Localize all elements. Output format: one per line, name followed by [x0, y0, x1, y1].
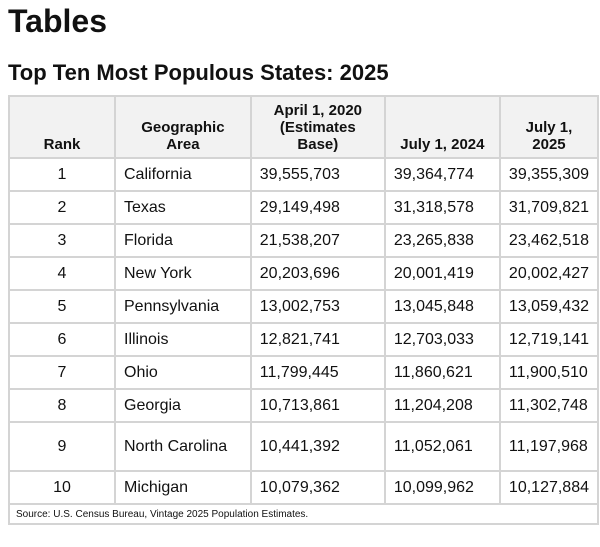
cell-rank: 2: [8, 190, 116, 225]
cell-geographic-area: North Carolina: [114, 421, 252, 472]
cell-april-2020: 13,002,753: [249, 289, 386, 324]
cell-july-2024: 11,052,061: [383, 421, 501, 472]
cell-july-2024: 11,860,621: [383, 355, 501, 390]
cell-rank: 10: [8, 470, 116, 505]
table-row: 6 Illinois 12,821,741 12,703,033 12,719,141: [8, 322, 600, 357]
cell-july-2025: 23,462,518: [498, 223, 600, 258]
table-row: 7 Ohio 11,799,445 11,860,621 11,900,510: [8, 355, 600, 390]
cell-july-2024: 20,001,419: [383, 256, 501, 291]
cell-rank: 5: [8, 289, 116, 324]
cell-july-2024: 31,318,578: [383, 190, 501, 225]
cell-geographic-area: Illinois: [114, 322, 252, 357]
header-july-2024: July 1, 2024: [383, 95, 501, 159]
cell-rank: 6: [8, 322, 116, 357]
cell-rank: 4: [8, 256, 116, 291]
cell-july-2025: 11,302,748: [498, 388, 600, 423]
cell-rank: 9: [8, 421, 116, 472]
cell-rank: 8: [8, 388, 116, 423]
cell-july-2025: 31,709,821: [498, 190, 600, 225]
cell-geographic-area: Michigan: [114, 470, 252, 505]
cell-april-2020: 10,713,861: [249, 388, 386, 423]
cell-april-2020: 10,079,362: [249, 470, 386, 505]
cell-july-2025: 20,002,427: [498, 256, 600, 291]
cell-april-2020: 11,799,445: [249, 355, 386, 390]
table-row: 3 Florida 21,538,207 23,265,838 23,462,518: [8, 223, 600, 258]
table-row: 10 Michigan 10,079,362 10,099,962 10,127,884: [8, 470, 600, 505]
cell-geographic-area: Georgia: [114, 388, 252, 423]
population-table: Rank Geographic Area April 1, 2020 (Esti…: [8, 95, 600, 525]
cell-rank: 7: [8, 355, 116, 390]
page-title: Tables: [8, 3, 107, 39]
cell-july-2024: 11,204,208: [383, 388, 501, 423]
cell-april-2020: 39,555,703: [249, 157, 386, 192]
cell-july-2024: 39,364,774: [383, 157, 501, 192]
table-row: 8 Georgia 10,713,861 11,204,208 11,302,748: [8, 388, 600, 423]
cell-april-2020: 12,821,741: [249, 322, 386, 357]
table-title: Top Ten Most Populous States: 2025: [8, 60, 389, 85]
cell-july-2024: 10,099,962: [383, 470, 501, 505]
cell-geographic-area: California: [114, 157, 252, 192]
cell-july-2024: 12,703,033: [383, 322, 501, 357]
table-row: 2 Texas 29,149,498 31,318,578 31,709,821: [8, 190, 600, 225]
cell-july-2025: 12,719,141: [498, 322, 600, 357]
cell-geographic-area: Ohio: [114, 355, 252, 390]
header-geographic-area: Geographic Area: [114, 95, 252, 159]
cell-geographic-area: Florida: [114, 223, 252, 258]
header-april-2020: April 1, 2020 (Estimates Base): [249, 95, 386, 159]
cell-rank: 1: [8, 157, 116, 192]
header-row: Rank Geographic Area April 1, 2020 (Esti…: [8, 95, 600, 159]
cell-july-2024: 23,265,838: [383, 223, 501, 258]
source-note: Source: U.S. Census Bureau, Vintage 2025…: [8, 503, 599, 525]
cell-july-2025: 13,059,432: [498, 289, 600, 324]
header-july-2025: July 1, 2025: [498, 95, 600, 159]
cell-april-2020: 29,149,498: [249, 190, 386, 225]
cell-july-2025: 11,197,968: [498, 421, 600, 472]
cell-july-2025: 11,900,510: [498, 355, 600, 390]
cell-april-2020: 21,538,207: [249, 223, 386, 258]
cell-july-2025: 39,355,309: [498, 157, 600, 192]
source-row: Source: U.S. Census Bureau, Vintage 2025…: [8, 503, 599, 525]
cell-july-2025: 10,127,884: [498, 470, 600, 505]
table-row: 5 Pennsylvania 13,002,753 13,045,848 13,059,…: [8, 289, 600, 324]
cell-april-2020: 20,203,696: [249, 256, 386, 291]
cell-geographic-area: New York: [114, 256, 252, 291]
cell-geographic-area: Pennsylvania: [114, 289, 252, 324]
table-row: 4 New York 20,203,696 20,001,419 20,002,427: [8, 256, 600, 291]
table-row: 9 North Carolina 10,441,392 11,052,061 11,19…: [8, 421, 600, 472]
cell-april-2020: 10,441,392: [249, 421, 386, 472]
cell-july-2024: 13,045,848: [383, 289, 501, 324]
cell-geographic-area: Texas: [114, 190, 252, 225]
header-rank: Rank: [8, 95, 116, 159]
table-row: 1 California 39,555,703 39,364,774 39,355,30…: [8, 157, 600, 192]
cell-rank: 3: [8, 223, 116, 258]
